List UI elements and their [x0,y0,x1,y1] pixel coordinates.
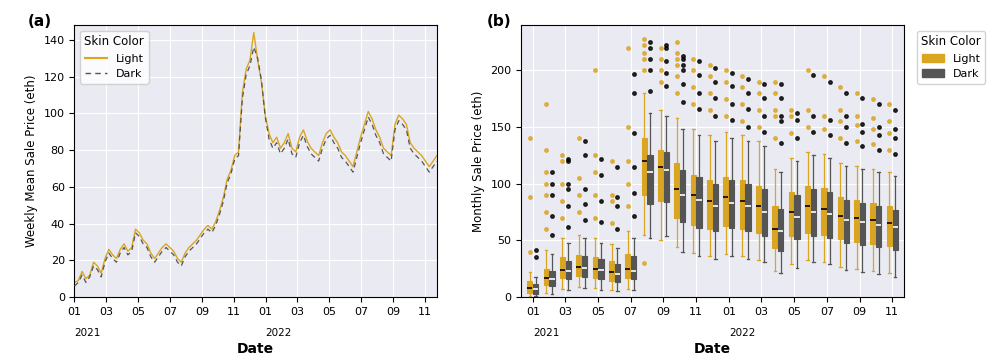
PathPatch shape [626,254,631,278]
Y-axis label: Monthly Sale Price (eth): Monthly Sale Price (eth) [472,91,485,232]
PathPatch shape [821,188,826,235]
Dark [248,45,260,49]
Legend: Light, Dark: Light, Dark [80,31,149,84]
PathPatch shape [560,257,565,278]
Light [118,242,130,246]
Light [404,141,416,145]
X-axis label: Date: Date [694,342,731,356]
PathPatch shape [674,163,679,218]
PathPatch shape [870,203,876,244]
PathPatch shape [740,180,745,229]
PathPatch shape [723,177,729,226]
Dark [255,78,267,82]
PathPatch shape [599,258,604,279]
X-axis label: Date: Date [237,342,274,356]
PathPatch shape [576,255,582,276]
PathPatch shape [876,207,882,247]
PathPatch shape [641,139,646,195]
Dark [404,146,416,150]
PathPatch shape [582,256,587,277]
PathPatch shape [729,180,735,228]
PathPatch shape [838,197,843,239]
PathPatch shape [696,177,702,228]
PathPatch shape [609,261,614,281]
PathPatch shape [860,203,865,245]
PathPatch shape [779,209,783,251]
Dark [431,159,443,163]
Light [248,30,260,35]
Light [172,256,184,261]
PathPatch shape [658,150,663,201]
PathPatch shape [893,210,898,250]
Line: Light: Light [74,33,437,282]
PathPatch shape [707,180,712,229]
Light [431,154,443,158]
Light [255,80,267,84]
PathPatch shape [566,261,571,279]
PathPatch shape [647,155,652,204]
Light [69,280,80,285]
PathPatch shape [543,269,549,285]
PathPatch shape [773,207,778,248]
Text: 2021: 2021 [533,328,559,338]
PathPatch shape [663,152,669,202]
PathPatch shape [756,186,762,233]
PathPatch shape [527,281,532,292]
PathPatch shape [549,271,555,286]
PathPatch shape [854,200,859,242]
Text: 2022: 2022 [265,328,292,338]
PathPatch shape [794,195,799,239]
Light [225,168,237,173]
PathPatch shape [680,170,685,222]
Y-axis label: Weekly Mean Sale Price (eth): Weekly Mean Sale Price (eth) [25,75,38,247]
PathPatch shape [843,200,849,243]
Text: 2022: 2022 [729,328,756,338]
PathPatch shape [690,175,696,224]
Dark [267,146,279,150]
Dark [172,260,184,264]
PathPatch shape [788,192,793,236]
PathPatch shape [593,257,598,278]
PathPatch shape [827,192,832,238]
Dark [225,172,237,176]
PathPatch shape [533,284,538,294]
Text: 2021: 2021 [74,328,101,338]
PathPatch shape [713,184,718,231]
Dark [69,284,80,288]
PathPatch shape [762,189,767,236]
Legend: Light, Dark: Light, Dark [917,31,985,84]
PathPatch shape [615,264,620,282]
PathPatch shape [811,189,816,236]
PathPatch shape [887,207,892,246]
PathPatch shape [746,184,751,231]
Text: (a): (a) [28,14,52,29]
Text: (b): (b) [487,14,511,29]
Line: Dark: Dark [74,47,437,286]
Dark [118,245,130,250]
PathPatch shape [632,256,637,279]
Light [267,141,279,145]
PathPatch shape [805,186,810,233]
